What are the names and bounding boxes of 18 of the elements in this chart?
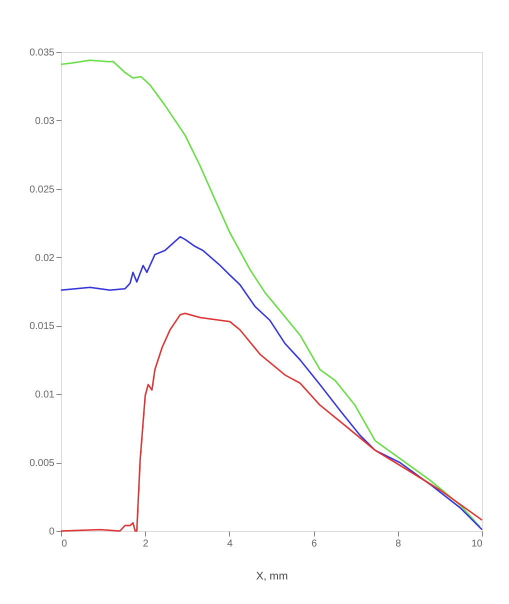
y-tick-label: 0.035 [29,48,55,58]
line-series [60,59,481,528]
x-tick-label: 10 [471,538,483,550]
x-tick-label: 6 [311,538,318,550]
x-tick-label: 8 [396,538,402,550]
x-tick-label: 2 [142,538,149,550]
x-axis-title: X, mm [256,570,288,582]
y-tick-label: 0.03 [35,116,55,127]
line-series [60,236,483,530]
y-tick-label: 0.01 [35,390,55,401]
y-tick-label: 0 [48,526,55,538]
x-tick-label: 4 [227,538,234,550]
y-tick-label: 0.005 [29,458,55,470]
y-tick-label: 0.015 [29,321,55,332]
y-tick-label: 0.02 [35,252,55,264]
y-tick-label: 0.025 [29,184,55,196]
x-tick-label: 0 [62,538,68,550]
line-series [60,312,483,532]
